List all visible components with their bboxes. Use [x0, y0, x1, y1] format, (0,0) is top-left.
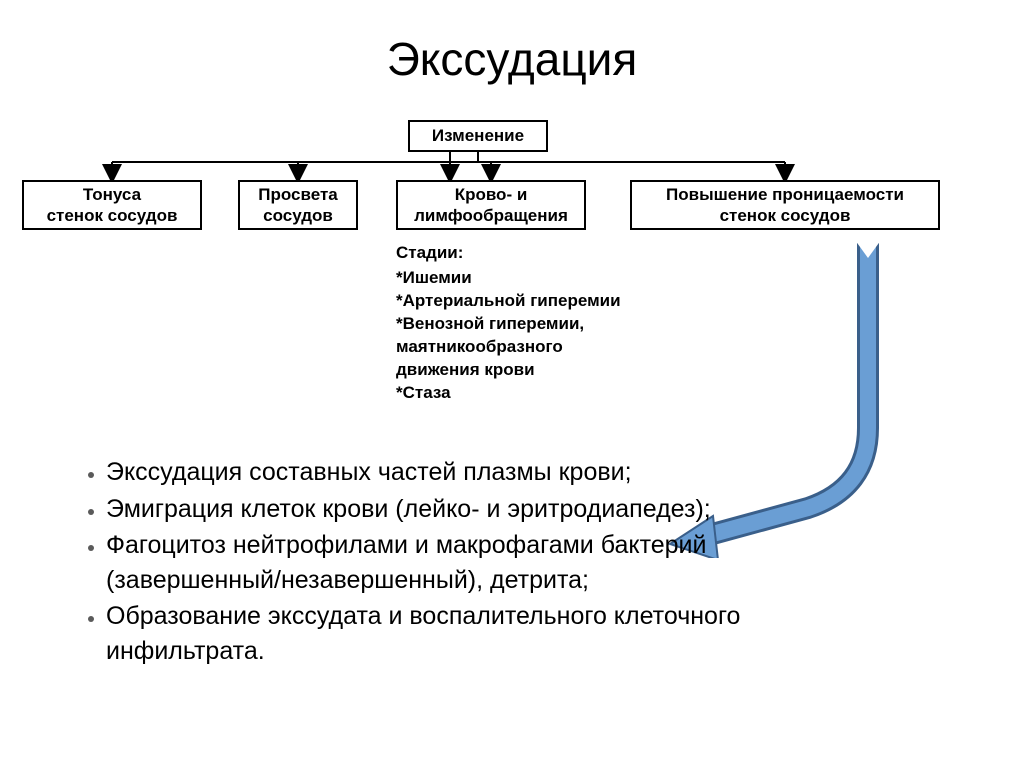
node-circulation-line2: лимфообращения: [414, 206, 568, 225]
stage-item: движения крови: [396, 359, 676, 382]
node-permeability: Повышение проницаемости стенок сосудов: [630, 180, 940, 230]
stage-item: маятникообразного: [396, 336, 676, 359]
list-item: Эмиграция клеток крови (лейко- и эритрод…: [106, 492, 860, 527]
stage-item: *Венозной гиперемии,: [396, 313, 676, 336]
node-tonus: Тонуса стенок сосудов: [22, 180, 202, 230]
node-lumen-line2: сосудов: [263, 206, 333, 225]
list-item: Экссудация составных частей плазмы крови…: [106, 455, 860, 490]
slide: Экссудация Изменение Тонуса: [0, 0, 1024, 767]
list-item: Образование экссудата и воспалительного …: [106, 599, 860, 668]
stage-item: *Стаза: [396, 382, 676, 405]
node-lumen: Просвета сосудов: [238, 180, 358, 230]
stage-item: *Ишемии: [396, 267, 676, 290]
bullet-list: Экссудация составных частей плазмы крови…: [80, 455, 860, 670]
node-lumen-line1: Просвета: [258, 185, 337, 204]
node-circulation: Крово- и лимфообращения: [396, 180, 586, 230]
node-root-label: Изменение: [432, 125, 524, 146]
stages-title: Стадии:: [396, 242, 676, 265]
stage-item: *Артериальной гиперемии: [396, 290, 676, 313]
node-tonus-line1: Тонуса: [83, 185, 141, 204]
node-root: Изменение: [408, 120, 548, 152]
slide-title: Экссудация: [0, 32, 1024, 86]
node-permeability-line1: Повышение проницаемости: [666, 185, 904, 204]
list-item: Фагоцитоз нейтрофилами и макрофагами бак…: [106, 528, 860, 597]
node-permeability-line2: стенок сосудов: [720, 206, 851, 225]
node-circulation-line1: Крово- и: [455, 185, 528, 204]
node-tonus-line2: стенок сосудов: [47, 206, 178, 225]
stages-block: Стадии: *Ишемии *Артериальной гиперемии …: [396, 242, 676, 405]
diagram-area: Изменение Тонуса стенок сосудов Просвета…: [20, 108, 1000, 438]
